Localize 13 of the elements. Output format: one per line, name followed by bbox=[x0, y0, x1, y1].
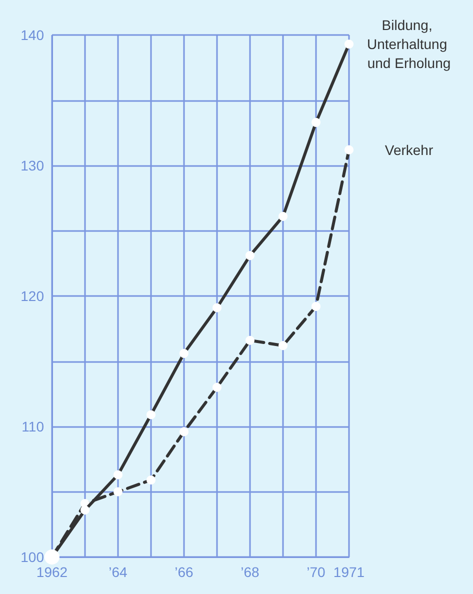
x-tick-label: ’70 bbox=[306, 564, 326, 580]
y-tick-label: 130 bbox=[20, 158, 44, 174]
y-tick-label: 120 bbox=[20, 288, 44, 304]
y-tick-label: 140 bbox=[20, 27, 44, 43]
x-tick-label: 1962 bbox=[36, 564, 68, 580]
x-tick-label: ’64 bbox=[108, 564, 128, 580]
y-tick-label: 110 bbox=[22, 418, 44, 434]
x-tick-label: 1971 bbox=[333, 564, 365, 580]
series-label: Bildung, Unterhaltung und Erholung bbox=[366, 17, 452, 72]
y-tick-label: 100 bbox=[20, 549, 44, 565]
text: Verkehr bbox=[384, 142, 434, 158]
x-tick-label: ’68 bbox=[240, 564, 260, 580]
x-tick-label: ’66 bbox=[174, 564, 194, 580]
